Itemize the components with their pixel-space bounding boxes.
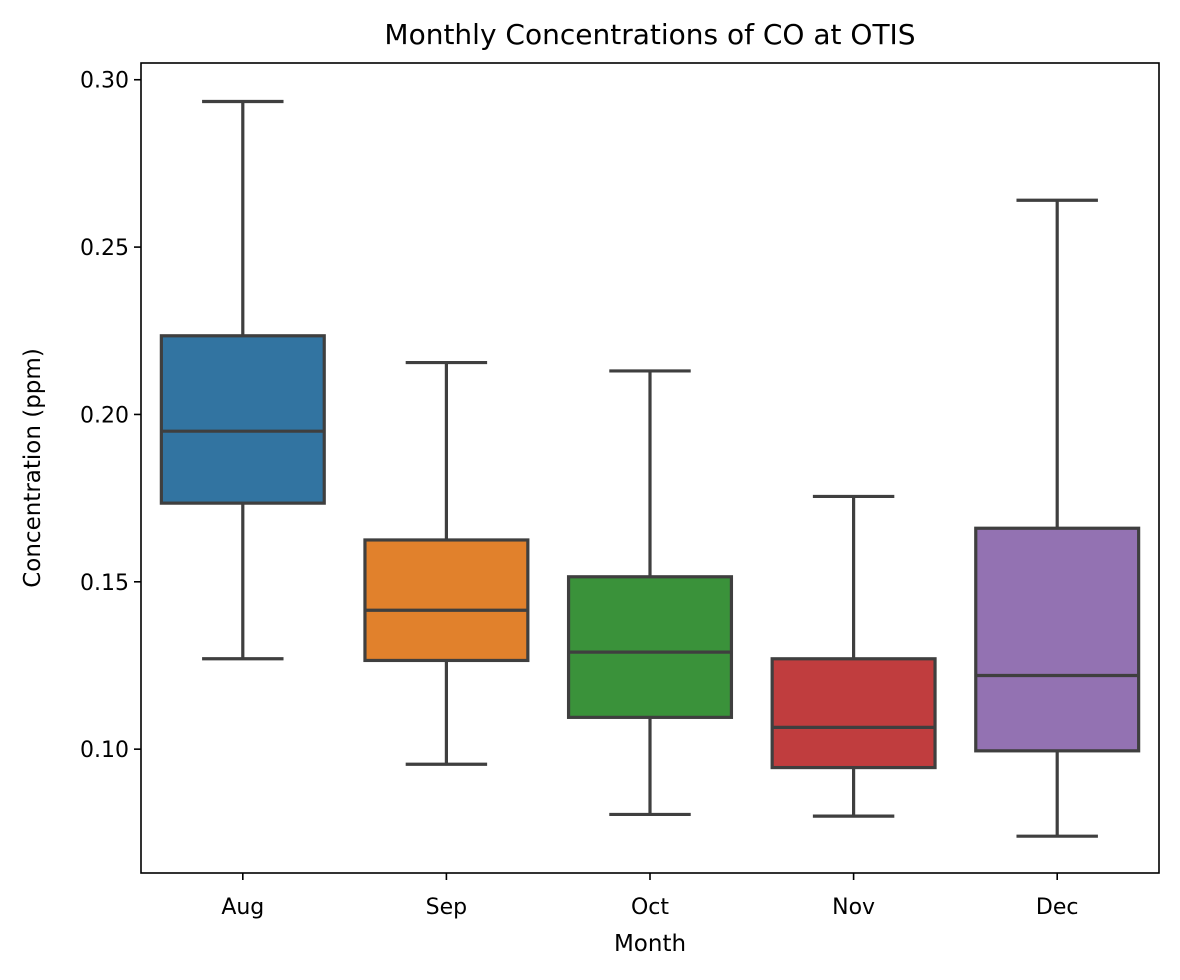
x-tick-label: Dec <box>1036 895 1079 920</box>
box-aug <box>159 99 326 661</box>
box-dec <box>974 198 1141 838</box>
y-tick-label: 0.25 <box>80 236 129 261</box>
x-axis: Aug Sep Oct Nov Dec <box>221 873 1078 920</box>
y-tick-label: 0.20 <box>80 403 129 428</box>
x-axis-label: Month <box>614 931 686 957</box>
box-iqr <box>974 526 1141 753</box>
box-nov <box>770 494 937 818</box>
box-iqr <box>566 575 734 719</box>
box-oct <box>566 369 734 817</box>
y-axis: 0.10 0.15 0.20 0.25 0.30 <box>80 69 141 763</box>
x-tick-label: Nov <box>832 895 875 920</box>
chart-title: Monthly Concentrations of CO at OTIS <box>384 18 915 51</box>
x-tick-label: Sep <box>426 895 467 920</box>
y-axis-label: Concentration (ppm) <box>20 348 46 588</box>
y-tick-label: 0.10 <box>80 738 129 763</box>
x-tick-label: Oct <box>631 895 669 920</box>
box-iqr <box>363 538 530 663</box>
y-tick-label: 0.15 <box>80 571 129 596</box>
x-tick-label: Aug <box>221 895 264 920</box>
plot-area <box>159 99 1141 838</box>
box-iqr <box>159 334 326 505</box>
y-tick-label: 0.30 <box>80 69 129 94</box>
box-iqr <box>770 657 937 770</box>
box-sep <box>363 360 530 766</box>
